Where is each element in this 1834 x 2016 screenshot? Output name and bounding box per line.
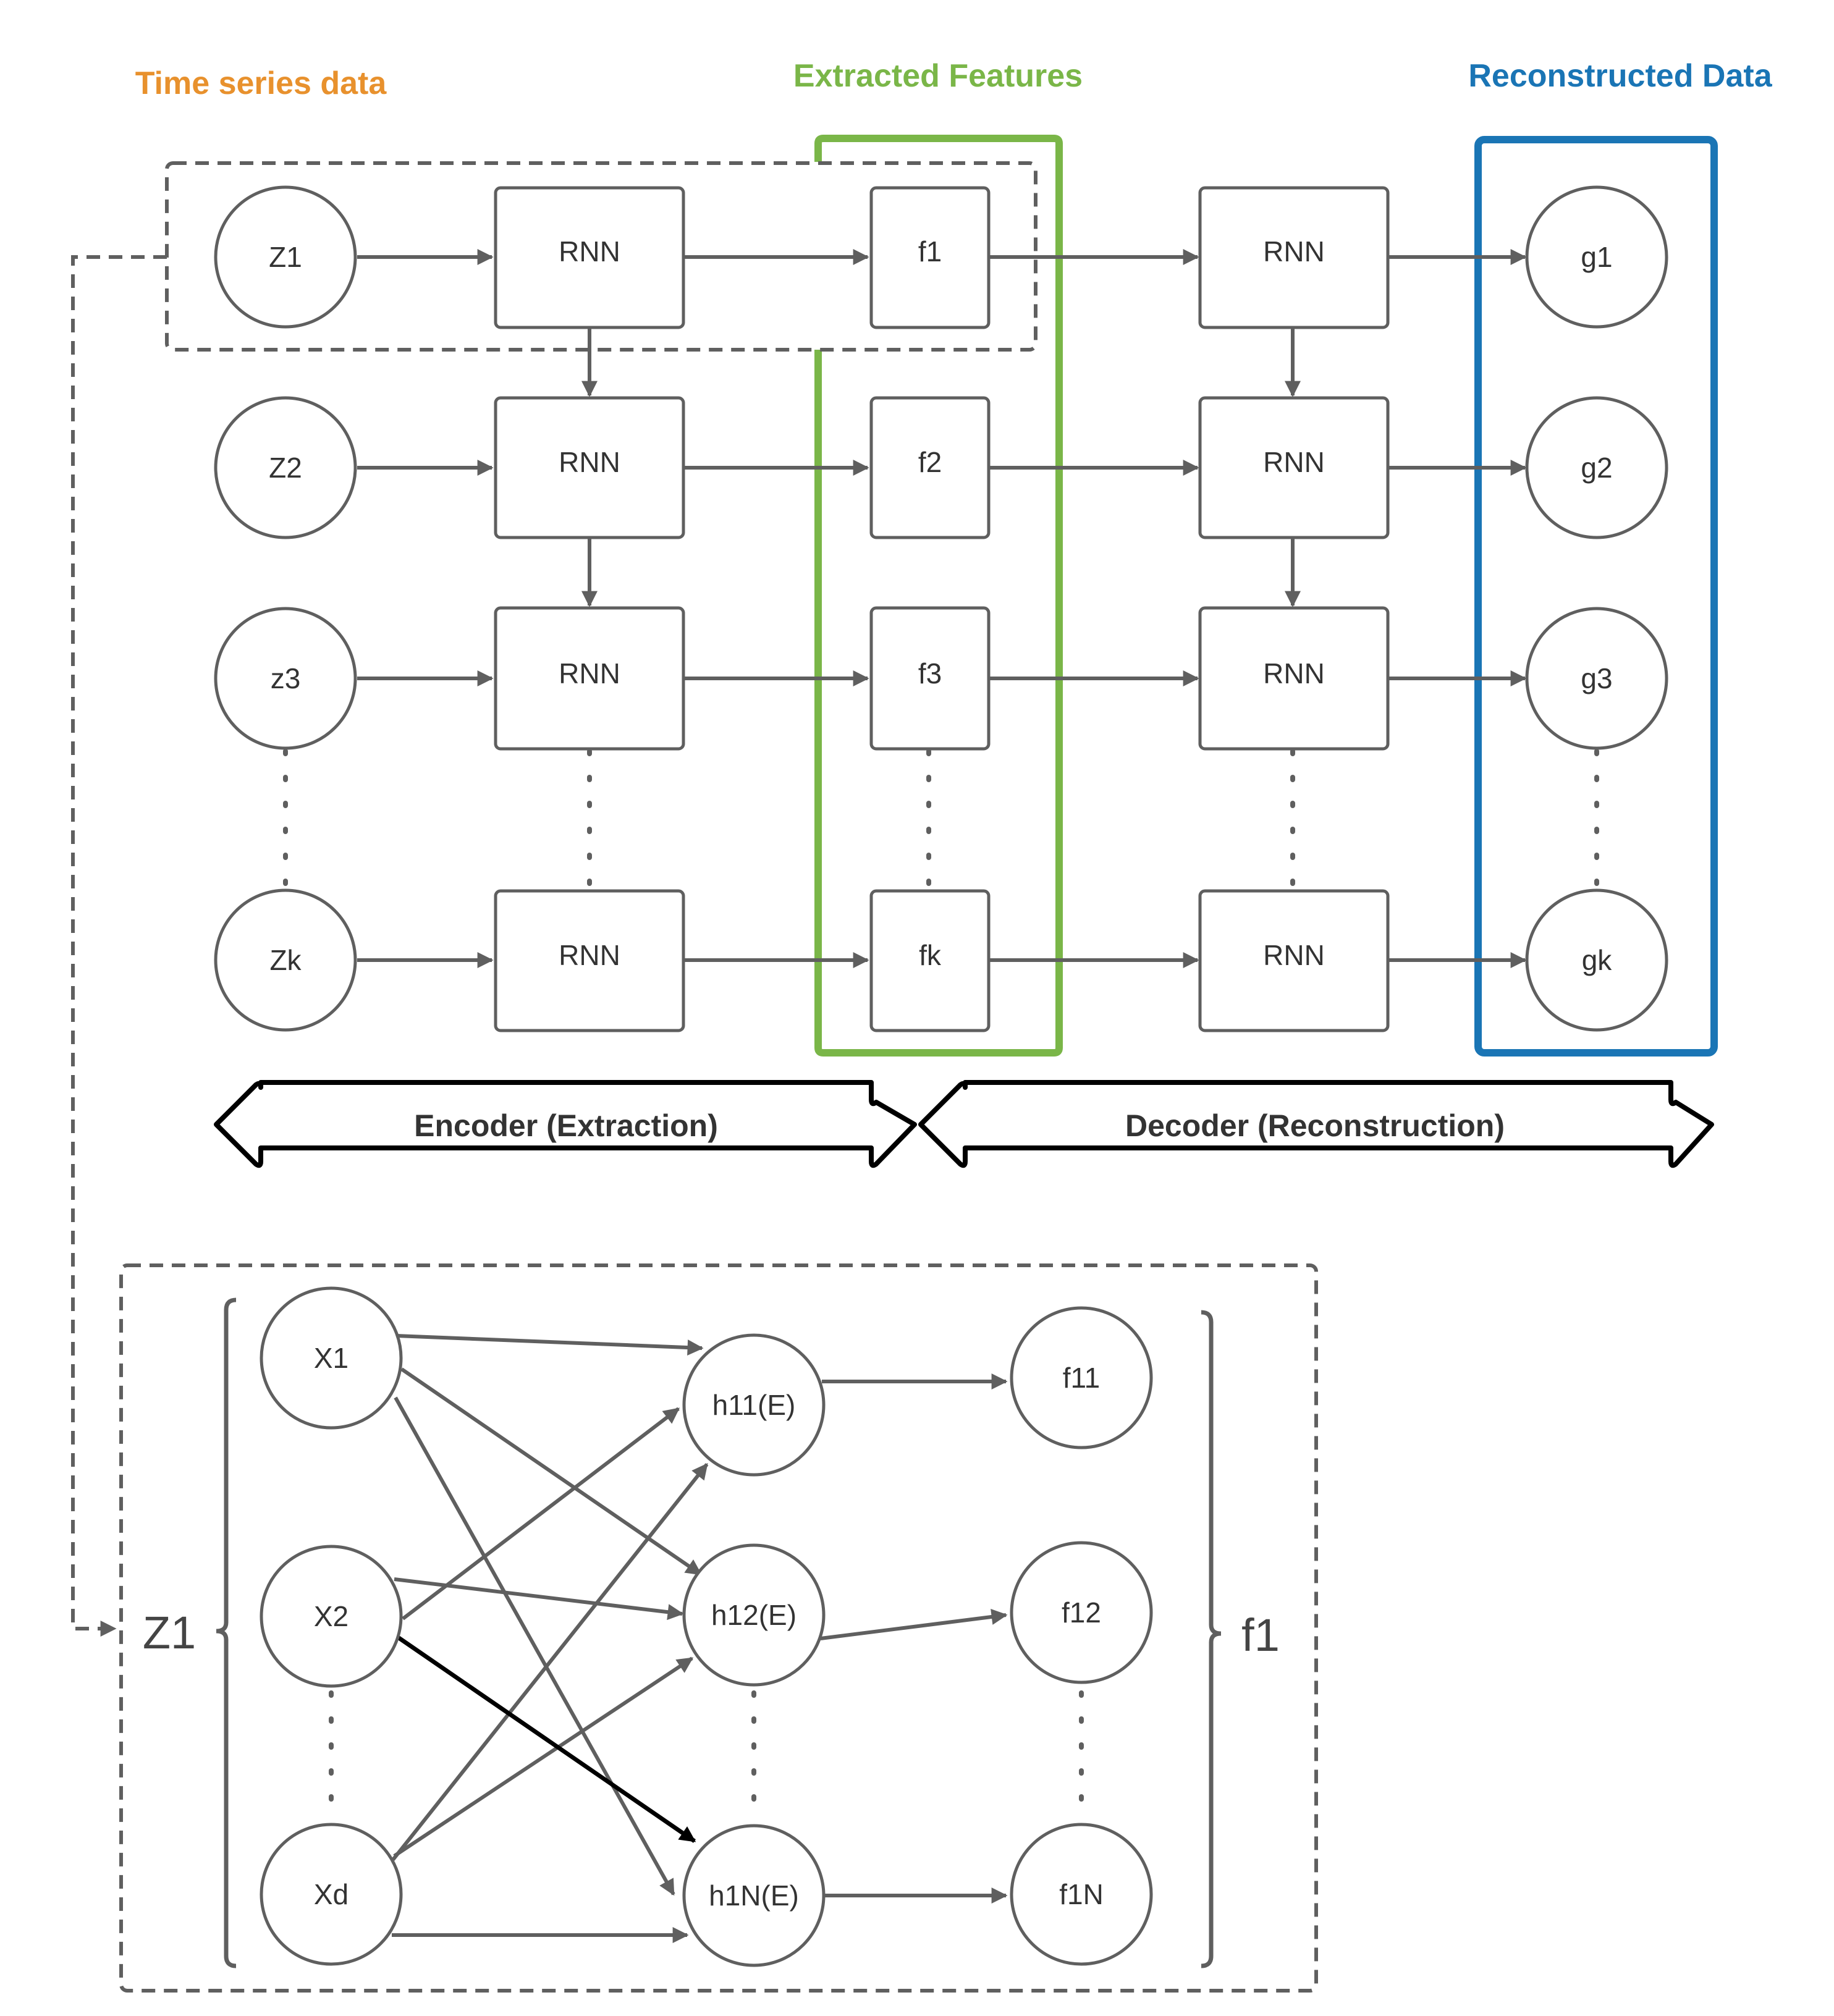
output-node-label: g1 [1581, 241, 1612, 273]
detail-link-connector [71, 255, 167, 1637]
input-node-label: z3 [271, 662, 301, 694]
decoder-band: Decoder (Reconstruction) [918, 1080, 1714, 1168]
extracted-features-header: Extracted Features [793, 58, 1083, 94]
input-group-brace [216, 1297, 237, 1968]
detail-output-label: f12 [1062, 1596, 1101, 1629]
decoder-rnn-blocks: RNN RNN RNN RNN [1198, 186, 1390, 1032]
feature-blocks: f1 f2 f3 fk [869, 186, 991, 1032]
feature-label: f2 [918, 446, 942, 478]
feature-label: fk [919, 939, 942, 971]
decoder-rnn-block: RNN [1198, 606, 1390, 751]
detail-output-node: f11 [1010, 1306, 1153, 1449]
encoder-band-label: Encoder (Extraction) [414, 1108, 718, 1143]
input-node: z3 [214, 607, 357, 750]
input-node-label: Z2 [269, 452, 302, 484]
output-group-brace [1201, 1310, 1222, 1968]
detail-input-label: X2 [314, 1600, 349, 1632]
detail-hidden-node: h12(E) [682, 1543, 826, 1687]
rnn-label: RNN [1263, 657, 1325, 690]
input-node-label: Zk [269, 944, 302, 976]
output-nodes: g1 g2 g3 gk [1525, 185, 1668, 1032]
input-nodes: Z1 Z2 z3 Zk [214, 185, 357, 1032]
encoder-rnn-block: RNN [494, 606, 685, 751]
feature-block: f2 [869, 396, 991, 539]
detail-output-nodes: f11 f12 f1N [1010, 1306, 1153, 1966]
extracted-features-frame [814, 135, 1063, 1057]
detail-hidden-label: h12(E) [711, 1599, 797, 1631]
detail-hidden-label: h11(E) [712, 1389, 796, 1421]
detail-hidden-node: h1N(E) [682, 1824, 826, 1967]
top-ellipsis-dots [283, 749, 1599, 892]
input-node: Zk [214, 888, 357, 1032]
feature-label: f1 [918, 235, 942, 268]
output-node: g2 [1525, 396, 1668, 539]
detail-hidden-label: h1N(E) [709, 1879, 799, 1912]
detail-input-node: X1 [260, 1286, 403, 1430]
detail-input-nodes: X1 X2 Xd [260, 1286, 403, 1966]
detail-output-node: f12 [1010, 1541, 1153, 1684]
encoder-rnn-block: RNN [494, 396, 685, 539]
rnn-label: RNN [1263, 446, 1325, 478]
encoder-rnn-block: RNN [494, 186, 685, 329]
encoder-rnn-block: RNN [494, 889, 685, 1032]
decoder-band-label: Decoder (Reconstruction) [1125, 1108, 1505, 1143]
rnn-label: RNN [1263, 235, 1325, 268]
highlighted-edge [397, 1635, 696, 1843]
time-series-header: Time series data [135, 65, 387, 101]
feature-block: fk [869, 889, 991, 1032]
detail-edges [391, 1334, 1008, 1943]
detail-output-label: f11 [1063, 1362, 1101, 1394]
detail-input-node: X2 [260, 1545, 403, 1688]
input-node: Z1 [214, 185, 357, 329]
detail-output-node: f1N [1010, 1823, 1153, 1966]
reconstructed-data-frame [1474, 136, 1718, 1057]
detail-output-label: f1N [1059, 1878, 1104, 1910]
encoder-decoder-edges [357, 249, 1527, 968]
output-node: gk [1525, 888, 1668, 1032]
detail-panel-frame [119, 1263, 1318, 1993]
feature-block: f3 [869, 606, 991, 751]
detail-input-label: X1 [314, 1342, 349, 1374]
decoder-rnn-block: RNN [1198, 396, 1390, 539]
rnn-label: RNN [559, 939, 620, 971]
output-node-label: g2 [1581, 452, 1612, 484]
feature-block: f1 [869, 186, 991, 329]
rnn-label: RNN [559, 446, 620, 478]
output-node-label: gk [1582, 944, 1613, 976]
rnn-label: RNN [559, 235, 620, 268]
output-group-label: f1 [1241, 1609, 1280, 1661]
detail-hidden-node: h11(E) [682, 1333, 826, 1477]
rnn-label: RNN [1263, 939, 1325, 971]
detail-hidden-nodes: h11(E) h12(E) h1N(E) [682, 1333, 826, 1967]
rnn-label: RNN [559, 657, 620, 690]
encoder-rnn-blocks: RNN RNN RNN RNN [494, 186, 685, 1032]
feature-label: f3 [918, 657, 942, 690]
output-node: g3 [1525, 607, 1668, 750]
input-node-label: Z1 [269, 241, 302, 273]
decoder-rnn-block: RNN [1198, 889, 1390, 1032]
decoder-rnn-block: RNN [1198, 186, 1390, 329]
detail-ellipsis-dots [329, 1690, 1084, 1824]
detail-input-node: Xd [260, 1823, 403, 1966]
output-node: g1 [1525, 185, 1668, 329]
input-node: Z2 [214, 396, 357, 539]
input-group-label: Z1 [143, 1607, 196, 1658]
reconstructed-data-header: Reconstructed Data [1468, 58, 1772, 94]
detail-input-label: Xd [314, 1878, 349, 1910]
encoder-band: Encoder (Extraction) [214, 1080, 917, 1168]
output-node-label: g3 [1581, 662, 1612, 694]
